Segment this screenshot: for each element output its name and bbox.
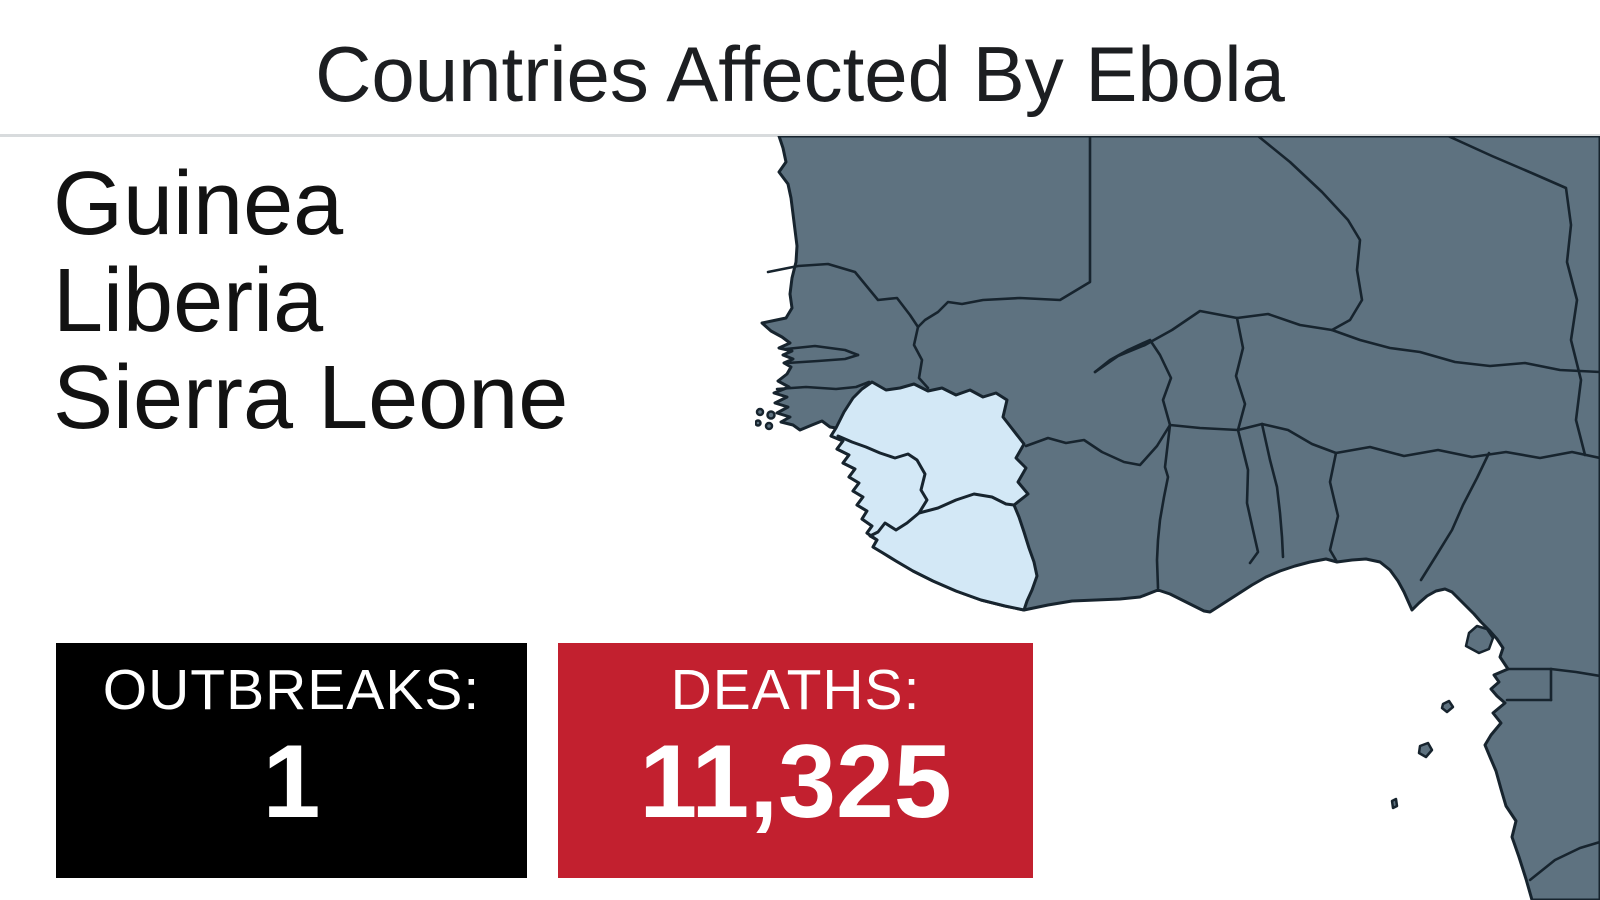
border-togo-benin (1260, 422, 1285, 559)
border-nigeria-cameroon (1419, 451, 1491, 582)
small-island (1390, 797, 1399, 810)
guinea-sierraleone-liberia-shape (829, 380, 1039, 612)
border-gambia-north (784, 344, 860, 357)
country-liberia: Liberia (53, 251, 324, 351)
border-senegal-mali (912, 325, 930, 390)
border-mali-algeria (1256, 136, 1364, 332)
islands (755, 407, 1495, 810)
deaths-value: 11,325 (639, 724, 952, 840)
border-gambia-south (785, 353, 860, 365)
map-svg (755, 136, 1600, 900)
border-senegal-mauritania (766, 262, 920, 329)
border-ghana-togo (1236, 428, 1260, 565)
border-burkina-niger (1234, 316, 1247, 432)
bijagos-island-2 (766, 410, 776, 420)
sierra-leone-border (836, 434, 929, 542)
deaths-label: DEATHS: (670, 658, 921, 722)
outbreaks-stat-box: OUTBREAKS: 1 (56, 643, 527, 878)
bijagos-island-3 (755, 419, 762, 427)
border-cotedivoire-ghana (1155, 423, 1172, 590)
west-africa-map (755, 136, 1600, 900)
country-borders (766, 136, 1600, 882)
country-sierra-leone: Sierra Leone (53, 348, 569, 448)
country-guinea: Guinea (53, 154, 344, 254)
affected-country-list: Guinea Liberia Sierra Leone (53, 156, 693, 447)
outbreaks-value: 1 (262, 724, 321, 840)
page-title: Countries Affected By Ebola (315, 30, 1285, 118)
deaths-stat-box: DEATHS: 11,325 (558, 643, 1033, 878)
outbreaks-label: OUTBREAKS: (102, 658, 481, 722)
border-mali-cotedivoire (1024, 423, 1172, 467)
bijagos-island-4 (764, 421, 774, 431)
sao-tome-island (1417, 741, 1434, 759)
liberia-guinea-border (917, 492, 1016, 515)
border-niger-chad (1446, 136, 1587, 457)
ebola-affected-region (829, 380, 1039, 612)
bioko-island (1464, 624, 1495, 655)
border-cameroon-gabon (1549, 667, 1600, 678)
border-mauritania-mali (916, 136, 1092, 329)
border-benin-nigeria (1328, 451, 1340, 564)
border-niger-nigeria (1334, 445, 1600, 460)
principe-island (1440, 699, 1455, 714)
border-gabon-congo (1528, 840, 1600, 882)
border-senegal-guineabissau (775, 380, 871, 391)
bijagos-island-1 (755, 407, 765, 417)
header: Countries Affected By Ebola (0, 0, 1600, 134)
